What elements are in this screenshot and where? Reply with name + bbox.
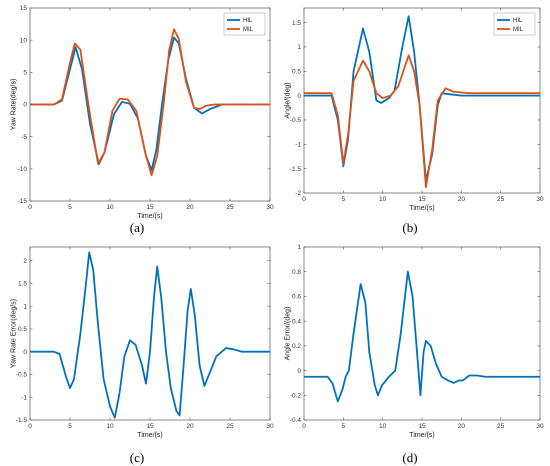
y-axis-label: Yaw Rate Error(deg/s) xyxy=(10,299,17,368)
x-tick-label: 5 xyxy=(68,423,72,430)
legend: HIL MIL xyxy=(223,12,266,36)
x-tick-label: 0 xyxy=(28,423,32,430)
legend-label: HIL xyxy=(513,18,523,24)
legend-label: MIL xyxy=(243,27,254,33)
x-tick-label: 30 xyxy=(266,423,274,430)
y-tick-label: 15 xyxy=(20,5,28,12)
y-tick-label: 1.5 xyxy=(292,20,301,27)
y-tick-label: 0 xyxy=(23,102,27,109)
series-line xyxy=(30,28,270,177)
series-line xyxy=(30,251,270,419)
series-lines xyxy=(30,28,270,177)
x-tick-label: 10 xyxy=(379,423,387,430)
x-tick-label: 20 xyxy=(186,204,194,211)
x-axis-label: Time/(s) xyxy=(137,432,162,439)
x-tick-label: 10 xyxy=(106,423,114,430)
y-tick-label: 0.6 xyxy=(292,294,301,301)
x-tick-label: 25 xyxy=(226,423,234,430)
panel-label: (a) xyxy=(130,220,144,235)
panel-label: (c) xyxy=(130,450,144,465)
legend: HIL MIL xyxy=(493,12,536,36)
axis-ticks: 0 5 10 15 20 25 30 -2 -1.5 -1 -0.5 0 0.5 1 1.5 xyxy=(290,8,544,203)
x-tick-label: 20 xyxy=(458,196,466,203)
x-tick-label: 10 xyxy=(106,204,114,211)
y-tick-label: -1 xyxy=(21,394,27,401)
series-lines xyxy=(304,15,540,189)
y-tick-label: -0.5 xyxy=(290,117,302,124)
y-tick-label: 0.4 xyxy=(292,318,301,325)
chart-panel-b: 0 5 10 15 20 25 30 -2 -1.5 -1 -0.5 0 0.5 1 1.5 Time/(s… xyxy=(284,7,544,235)
y-tick-label: 5 xyxy=(23,70,27,77)
x-tick-label: 5 xyxy=(68,204,72,211)
x-tick-label: 30 xyxy=(536,423,544,430)
x-tick-label: 10 xyxy=(379,196,387,203)
x-tick-label: 15 xyxy=(418,196,426,203)
y-tick-label: -1.5 xyxy=(16,417,28,424)
x-tick-label: 25 xyxy=(497,196,505,203)
axis-ticks: 0 5 10 15 20 25 30 -0.4 -0.2 0 0.2 0.4 0.6 0.8 1 xyxy=(290,244,544,430)
x-tick-label: 20 xyxy=(186,423,194,430)
plot-area xyxy=(303,246,541,421)
y-tick-label: -5 xyxy=(21,134,27,141)
plot-area xyxy=(303,7,541,194)
series-lines xyxy=(30,251,270,419)
chart-panel-a: 0 5 10 15 20 25 30 -15 -10 -5 0 5 10 15 Time/(s) Yaw … xyxy=(10,5,274,235)
plot-area xyxy=(29,246,271,421)
legend-label: HIL xyxy=(243,18,253,24)
chart-panel-c: 0 5 10 15 20 25 30 -1.5 -1 -0.5 0 0.5 1 1.5 2 Time/(s)… xyxy=(10,246,274,465)
series-line xyxy=(304,54,540,189)
x-axis-label: Time/(s) xyxy=(137,213,162,220)
x-tick-label: 0 xyxy=(302,423,306,430)
axis-ticks: 0 5 10 15 20 25 30 -15 -10 -5 0 5 10 15 xyxy=(18,5,274,211)
y-tick-label: -2 xyxy=(295,190,301,197)
series-lines xyxy=(304,270,540,403)
x-tick-label: 20 xyxy=(458,423,466,430)
y-axis-label: Yaw Rate(deg/s) xyxy=(10,79,17,131)
x-tick-label: 25 xyxy=(226,204,234,211)
chart-panel-d: 0 5 10 15 20 25 30 -0.4 -0.2 0 0.2 0.4 0.6 0.8 1 Time/… xyxy=(284,244,544,465)
y-tick-label: 0.5 xyxy=(292,68,301,75)
y-tick-label: -1 xyxy=(295,142,301,149)
y-tick-label: -10 xyxy=(18,166,28,173)
y-tick-label: 1 xyxy=(297,244,301,251)
x-tick-label: 0 xyxy=(28,204,32,211)
y-tick-label: 1.5 xyxy=(18,281,27,288)
y-axis-label: Angle/(deg) xyxy=(284,82,291,118)
y-tick-label: 10 xyxy=(20,37,28,44)
y-tick-label: 0 xyxy=(297,368,301,375)
y-tick-label: 2 xyxy=(23,258,27,265)
y-tick-label: 0.5 xyxy=(18,326,27,333)
y-tick-label: 0 xyxy=(23,349,27,356)
x-tick-label: 30 xyxy=(536,196,544,203)
x-tick-label: 15 xyxy=(418,423,426,430)
y-tick-label: -0.2 xyxy=(290,392,302,399)
y-axis-label: Angle Error/(deg) xyxy=(284,307,291,361)
panel-label: (d) xyxy=(402,450,417,465)
x-axis-label: Time/(s) xyxy=(409,432,434,439)
y-tick-label: -0.4 xyxy=(290,417,302,424)
x-tick-label: 15 xyxy=(146,423,154,430)
x-tick-label: 5 xyxy=(342,196,346,203)
y-tick-label: -0.5 xyxy=(16,372,28,379)
x-tick-label: 5 xyxy=(342,423,346,430)
y-tick-label: -1.5 xyxy=(290,166,302,173)
x-tick-label: 25 xyxy=(497,423,505,430)
panel-label: (b) xyxy=(402,220,417,235)
x-tick-label: 30 xyxy=(266,204,274,211)
y-tick-label: 0.8 xyxy=(292,269,301,276)
x-tick-label: 15 xyxy=(146,204,154,211)
series-line xyxy=(304,270,540,403)
y-tick-label: 1 xyxy=(23,303,27,310)
axis-ticks: 0 5 10 15 20 25 30 -1.5 -1 -0.5 0 0.5 1 1.5 2 xyxy=(16,247,274,430)
y-tick-label: 0 xyxy=(297,93,301,100)
y-tick-label: 0.2 xyxy=(292,343,301,350)
x-axis-label: Time/(s) xyxy=(409,205,434,212)
x-tick-label: 0 xyxy=(302,196,306,203)
legend-label: MIL xyxy=(513,27,524,33)
y-tick-label: -15 xyxy=(18,198,28,205)
y-tick-label: 1 xyxy=(297,44,301,51)
